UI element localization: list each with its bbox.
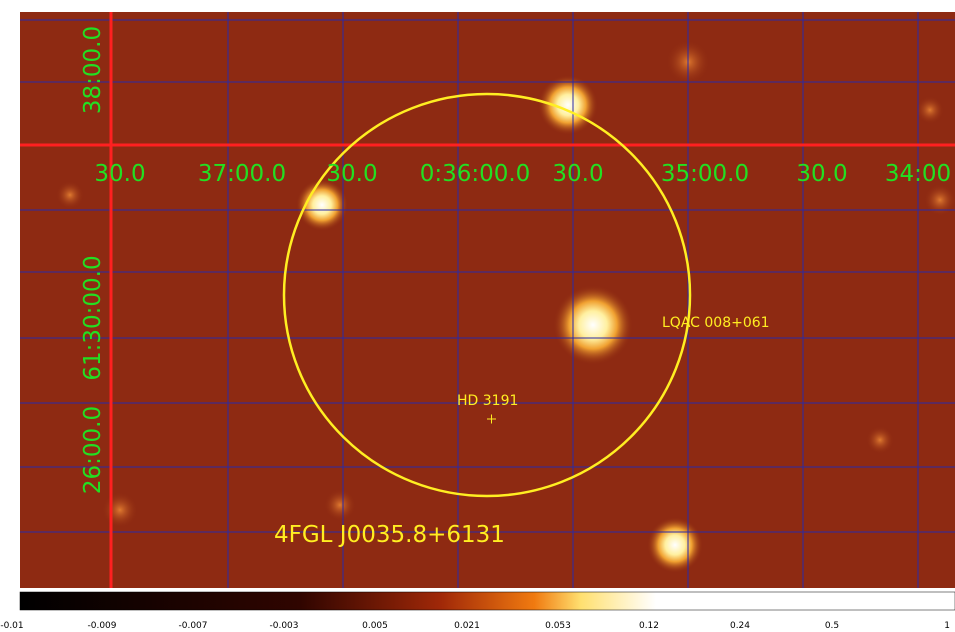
x-label: 34:00: [885, 161, 951, 187]
y-label: 26:00.0: [80, 406, 106, 494]
source-label: LQAC 008+061: [662, 315, 770, 331]
x-label: 30.0: [552, 161, 603, 187]
x-label: 35:00.0: [661, 161, 749, 187]
x-label: 30.0: [94, 161, 145, 187]
source-label: HD 3191: [457, 393, 518, 409]
colorbar-label: 0.021: [454, 621, 480, 631]
sky-image: [20, 12, 955, 588]
colorbar-label: -0.009: [87, 621, 116, 631]
colorbar-label: 0.005: [362, 621, 388, 631]
colorbar-label: 0.053: [545, 621, 571, 631]
colorbar-labels: -0.01 -0.009 -0.007 -0.003 0.005 0.021 0.053 0.…: [0, 621, 950, 631]
x-label: 37:00.0: [198, 161, 286, 187]
colorbar-label: 0.12: [639, 621, 659, 631]
y-label: 61:30:00.0: [80, 255, 106, 380]
x-label: 30.0: [796, 161, 847, 187]
x-axis-labels: 30.0 37:00.0 30.0 0:36:00.0 30.0 35:00.0…: [94, 161, 951, 187]
x-label: 0:36:00.0: [420, 161, 531, 187]
colorbar-label: -0.007: [178, 621, 207, 631]
colorbar-label: -0.01: [0, 621, 23, 631]
colorbar: [20, 592, 955, 610]
colorbar-label: 1: [944, 621, 950, 631]
y-axis-labels: 38:00.0 61:30:00.0 26:00.0: [80, 26, 106, 494]
colorbar-label: 0.24: [730, 621, 750, 631]
colorbar-label: -0.003: [269, 621, 298, 631]
x-label: 30.0: [326, 161, 377, 187]
y-label: 38:00.0: [80, 26, 106, 114]
ds9-view: 30.0 37:00.0 30.0 0:36:00.0 30.0 35:00.0…: [0, 0, 955, 632]
region-label: 4FGL J0035.8+6131: [274, 522, 505, 548]
colorbar-label: 0.5: [825, 621, 839, 631]
